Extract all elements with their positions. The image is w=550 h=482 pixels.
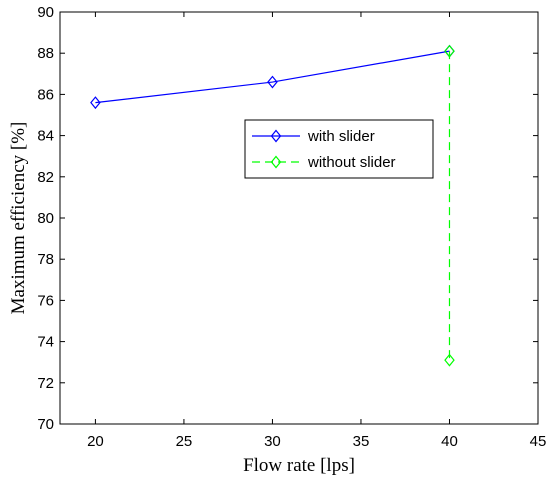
plot-background bbox=[60, 12, 538, 424]
y-tick-label: 82 bbox=[37, 169, 54, 186]
series-0-point bbox=[90, 96, 101, 110]
x-tick-label: 45 bbox=[530, 433, 547, 450]
y-tick-label: 70 bbox=[37, 416, 54, 433]
x-axis-title: Flow rate [lps] bbox=[243, 455, 355, 476]
series-layer bbox=[90, 44, 455, 367]
y-tick-label: 88 bbox=[37, 45, 54, 62]
y-tick-label: 74 bbox=[37, 334, 54, 351]
y-tick-label: 72 bbox=[37, 375, 54, 392]
legend-box bbox=[244, 119, 434, 179]
x-tick-label: 35 bbox=[353, 433, 370, 450]
legend-label-1: without slider bbox=[307, 154, 396, 171]
series-1-point bbox=[444, 353, 455, 367]
y-tick-label: 76 bbox=[37, 292, 54, 309]
x-tick-label: 40 bbox=[441, 433, 458, 450]
x-tick-label: 20 bbox=[87, 433, 104, 450]
x-tick-label: 25 bbox=[176, 433, 193, 450]
plot-frame bbox=[59, 11, 539, 425]
series-line-0 bbox=[95, 50, 450, 104]
y-tick-label: 86 bbox=[37, 86, 54, 103]
legend-marker-0 bbox=[270, 129, 282, 143]
y-tick-label: 78 bbox=[37, 251, 54, 268]
series-0-point bbox=[267, 75, 278, 89]
y-tick-label: 90 bbox=[37, 4, 54, 21]
tick-labels: 20 25 30 35 40 45 70 72 74 76 78 80 82 84 86 88 90 bbox=[37, 4, 546, 450]
legend-marker-1 bbox=[270, 155, 282, 169]
series-1-point bbox=[444, 44, 455, 58]
y-tick-label: 84 bbox=[37, 128, 54, 145]
legend-label-0: with slider bbox=[307, 128, 375, 145]
y-axis-title: Maximum efficiency [%] bbox=[8, 122, 29, 315]
legend: with slider without slider bbox=[244, 119, 434, 179]
y-tick-label: 80 bbox=[37, 210, 54, 227]
x-tick-label: 30 bbox=[264, 433, 281, 450]
